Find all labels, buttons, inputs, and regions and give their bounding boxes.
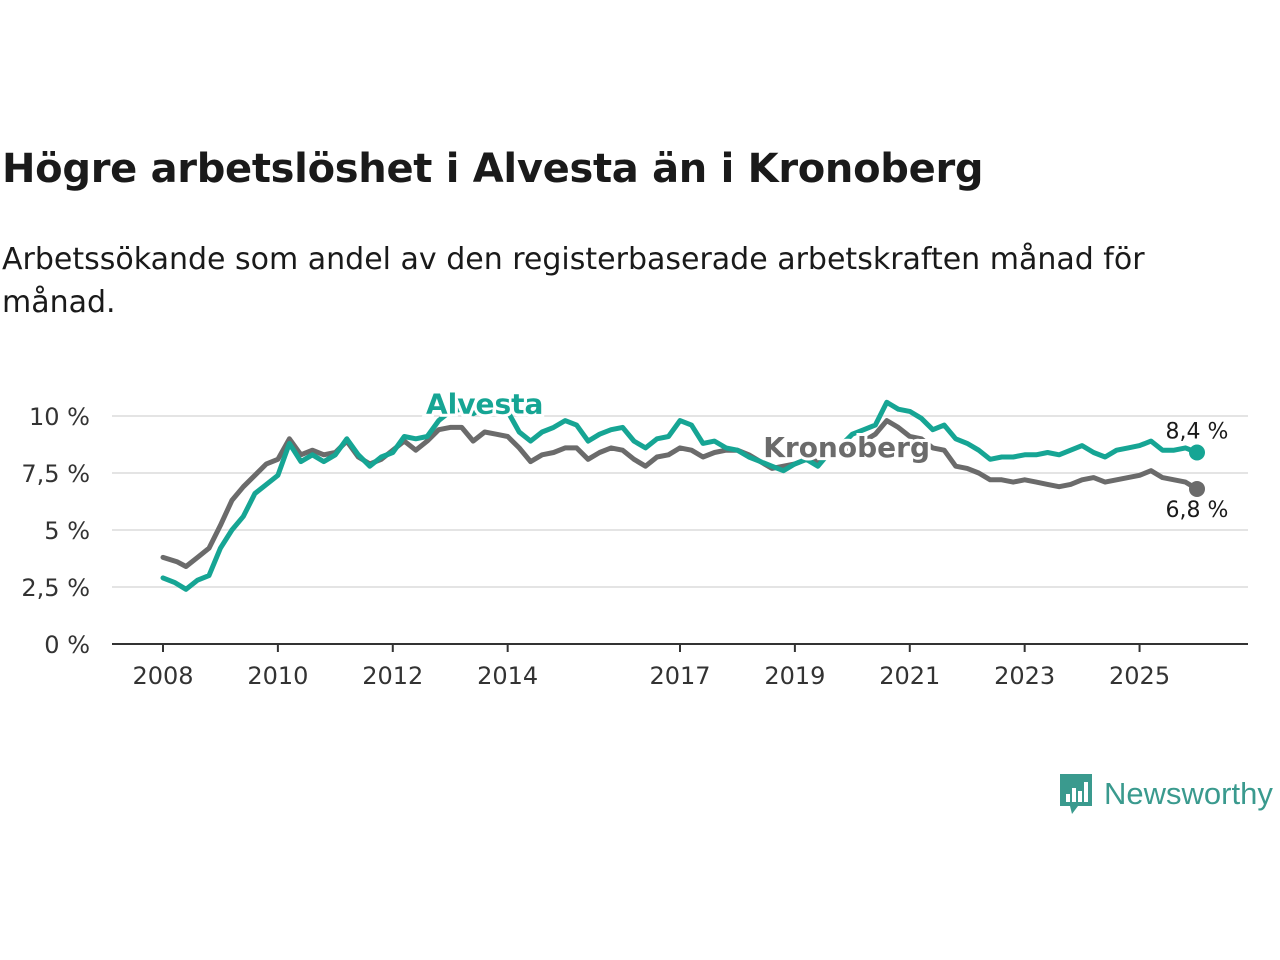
end-point-kronoberg bbox=[1189, 480, 1205, 497]
x-tick-label: 2008 bbox=[132, 662, 193, 690]
series-line-alvesta bbox=[160, 399, 1200, 592]
x-tick-label: 2017 bbox=[649, 662, 710, 690]
end-label-alvesta: 8,4 % bbox=[1166, 419, 1229, 444]
x-tick-label: 2014 bbox=[477, 662, 538, 690]
logo-text: Newsworthy bbox=[1104, 776, 1273, 811]
end-point-alvesta bbox=[1189, 444, 1205, 461]
x-tick-label: 2010 bbox=[247, 662, 308, 690]
y-tick-label: 2,5 % bbox=[21, 574, 90, 602]
x-tick-label: 2023 bbox=[994, 662, 1055, 690]
line-chart: 0 % 2,5 % 5 % 7,5 % 10 % 2008 2010 2012 2014 2017… bbox=[21, 385, 1248, 690]
series-line-kronoberg bbox=[160, 418, 1200, 569]
page-title: Högre arbetslöshet i Alvesta än i Kronob… bbox=[2, 146, 984, 192]
y-tick-label: 10 % bbox=[29, 403, 90, 431]
x-tick-label: 2025 bbox=[1109, 662, 1170, 690]
series-label-kronoberg: Kronoberg bbox=[763, 431, 930, 464]
x-tick-label: 2019 bbox=[764, 662, 825, 690]
newsworthy-logo: Newsworthy bbox=[1058, 772, 1273, 816]
series-label-alvesta: Alvesta bbox=[426, 388, 543, 421]
y-tick-label: 0 % bbox=[44, 631, 90, 659]
x-tick-label: 2012 bbox=[362, 662, 423, 690]
x-tick-label: 2021 bbox=[879, 662, 940, 690]
newsworthy-bar-chart-icon bbox=[1060, 774, 1092, 814]
end-label-kronoberg: 6,8 % bbox=[1166, 498, 1229, 523]
y-tick-label: 7,5 % bbox=[21, 460, 90, 488]
chart-subtitle: Arbetssökande som andel av den registerb… bbox=[2, 242, 1145, 320]
y-tick-label: 5 % bbox=[44, 517, 90, 545]
